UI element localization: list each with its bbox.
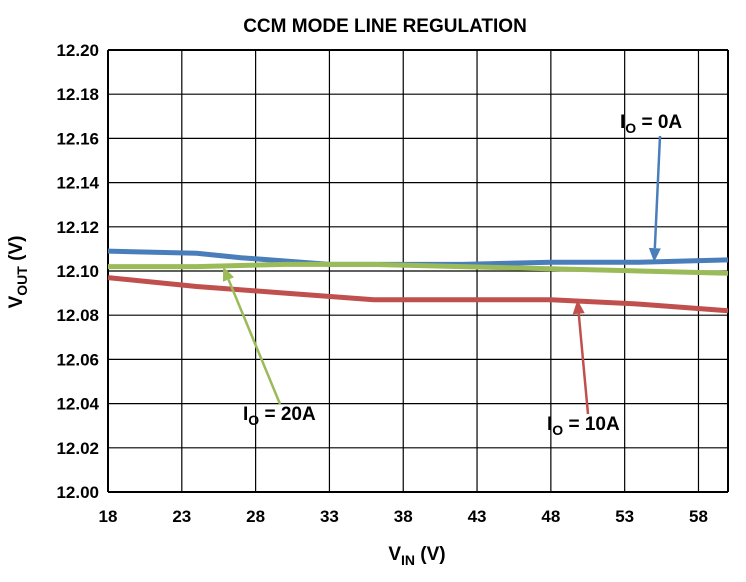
annotation-arrow-line <box>577 313 590 415</box>
x-axis-label-unit: (V) <box>415 544 446 565</box>
x-tick-label: 18 <box>99 507 118 526</box>
y-tick-label: 12.08 <box>56 306 99 325</box>
annotation-arrow-line <box>227 279 282 405</box>
y-tick-label: 12.16 <box>56 129 99 148</box>
annotation-arrow-head <box>648 247 661 263</box>
y-tick-label: 12.18 <box>56 85 99 104</box>
series-label-2: IO = 20A <box>243 404 316 428</box>
y-axis-label-sub: OUT <box>14 266 30 296</box>
annotation-arrow-head <box>572 299 585 315</box>
y-tick-label: 12.10 <box>56 262 99 281</box>
x-tick-label: 38 <box>394 507 413 526</box>
series-line-2 <box>108 261 729 276</box>
y-tick-labels: 12.00 12.02 12.04 12.06 12.08 12.10 12.12 12.14… <box>56 41 99 502</box>
x-tick-labels: 18 23 28 33 38 43 48 53 58 <box>99 507 708 526</box>
x-tick-label: 33 <box>320 507 339 526</box>
y-tick-label: 12.02 <box>56 439 99 458</box>
y-axis-label-main: V <box>6 295 27 308</box>
x-tick-label: 58 <box>689 507 708 526</box>
x-tick-label: 53 <box>615 507 634 526</box>
x-tick-label: 23 <box>172 507 191 526</box>
y-tick-label: 12.06 <box>56 350 99 369</box>
series-label-0: IO = 0A <box>620 112 682 136</box>
series-lines <box>107 248 729 314</box>
annotation-arrow-line <box>653 135 662 249</box>
x-axis-label: VIN (V) <box>388 544 445 568</box>
series-line-0 <box>107 248 729 267</box>
annotation-arrow-head <box>222 266 235 282</box>
x-tick-label: 48 <box>541 507 560 526</box>
x-tick-label: 28 <box>246 507 265 526</box>
annotations: IO = 0A IO = 10A IO = 20A <box>222 112 682 438</box>
x-axis-label-main: V <box>388 544 401 565</box>
x-axis-label-sub: IN <box>401 552 415 568</box>
y-tick-label: 12.04 <box>56 395 99 414</box>
y-tick-label: 12.00 <box>56 483 99 502</box>
series-line-1 <box>107 275 729 314</box>
chart-title: CCM MODE LINE REGULATION <box>243 16 527 37</box>
series-label-1: IO = 10A <box>547 414 620 438</box>
y-tick-label: 12.12 <box>56 218 99 237</box>
y-axis-label: VOUT (V) <box>6 236 30 309</box>
y-tick-label: 12.14 <box>56 174 99 193</box>
y-tick-label: 12.20 <box>56 41 99 60</box>
y-axis-label-unit: (V) <box>6 236 27 267</box>
x-tick-label: 43 <box>468 507 487 526</box>
